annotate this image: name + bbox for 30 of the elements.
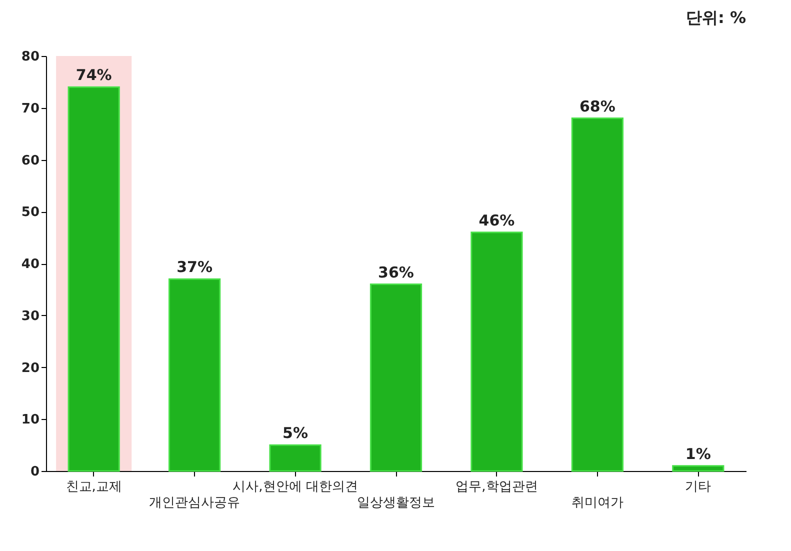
bar — [672, 465, 724, 472]
data-label: 5% — [282, 424, 308, 442]
data-label: 37% — [176, 258, 213, 276]
data-label: 46% — [478, 211, 515, 230]
y-tick-label: 60 — [21, 153, 40, 168]
y-tick-label: 40 — [21, 257, 40, 272]
bar — [370, 284, 422, 472]
y-tick-label: 20 — [21, 360, 40, 376]
x-tick-label: 취미여가 — [571, 496, 624, 510]
y-tick-label: 30 — [21, 308, 40, 324]
y-tick-label: 70 — [21, 101, 40, 116]
x-tick-label: 업무,학업관련 — [456, 480, 538, 494]
data-label: 36% — [378, 263, 414, 282]
x-tick-label: 일상생활정보 — [357, 496, 435, 510]
y-tick-label: 50 — [21, 205, 40, 220]
bar — [168, 278, 221, 472]
bar — [269, 444, 322, 472]
bar — [571, 118, 624, 472]
y-tick-label: 80 — [21, 50, 40, 64]
y-tick-label: 0 — [30, 464, 40, 480]
y-tick-label: 10 — [21, 412, 40, 428]
data-label: 74% — [76, 66, 112, 84]
text: 단위: % — [686, 8, 746, 27]
data-label: 68% — [579, 97, 616, 116]
data-label: 1% — [685, 444, 711, 463]
x-tick-label: 친교,교제 — [66, 480, 122, 494]
x-tick-label: 개인관심사공유 — [149, 496, 240, 510]
x-tick-label: 시사,현안에 대한의견 — [232, 480, 358, 494]
bar — [470, 232, 523, 472]
x-tick-label: 기타 — [685, 480, 712, 494]
